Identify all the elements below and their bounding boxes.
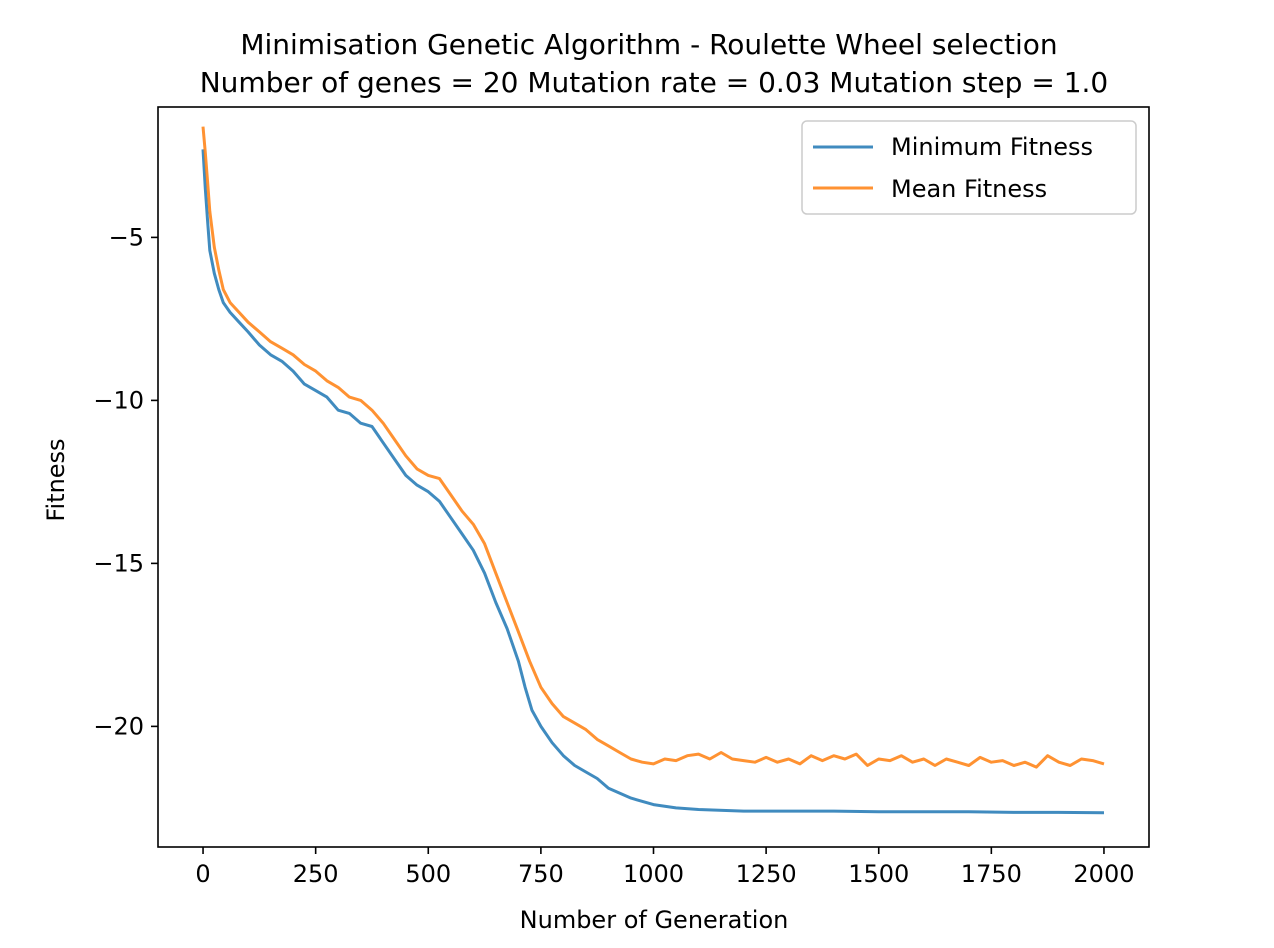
x-tick-label: 750 bbox=[518, 860, 564, 888]
x-tick-label: 2000 bbox=[1073, 860, 1134, 888]
axes-frame bbox=[157, 106, 1150, 848]
y-tick-label: −5 bbox=[109, 223, 144, 251]
chart-title: Minimisation Genetic Algorithm - Roulett… bbox=[240, 28, 1057, 61]
legend-box bbox=[801, 120, 1137, 215]
chart-subtitle: Number of genes = 20 Mutation rate = 0.0… bbox=[200, 66, 1109, 99]
y-axis-label: Fitness bbox=[42, 438, 70, 521]
y-axis: −5 −10 −15 −20 bbox=[93, 223, 158, 740]
y-tick-label: −20 bbox=[93, 712, 144, 740]
series-line-mean-fitness bbox=[201, 126, 1105, 769]
plot-area: 0 250 500 750 1000 1250 1500 1750 2000 −5−10−15−… bbox=[93, 106, 1150, 888]
series-layer bbox=[201, 126, 1105, 815]
y-tick-label: −15 bbox=[93, 549, 144, 577]
legend-label-mean-fitness: Mean Fitness bbox=[891, 175, 1047, 203]
x-tick-label: 0 bbox=[195, 860, 210, 888]
x-axis: 0 250 500 750 1000 1250 1500 1750 2000 bbox=[195, 847, 1134, 888]
legend: Minimum Fitness Mean Fitness bbox=[801, 120, 1137, 215]
x-tick-label: 500 bbox=[405, 860, 451, 888]
x-axis-label: Number of Generation bbox=[520, 906, 789, 934]
x-tick-label: 1000 bbox=[623, 860, 684, 888]
x-tick-label: 1750 bbox=[961, 860, 1022, 888]
x-tick-label: 1250 bbox=[736, 860, 797, 888]
series-line-minimum-fitness bbox=[201, 149, 1105, 815]
legend-label-minimum-fitness: Minimum Fitness bbox=[891, 133, 1093, 161]
x-tick-label: 250 bbox=[293, 860, 339, 888]
x-tick-label: 1500 bbox=[848, 860, 909, 888]
y-tick-label: −10 bbox=[93, 386, 144, 414]
